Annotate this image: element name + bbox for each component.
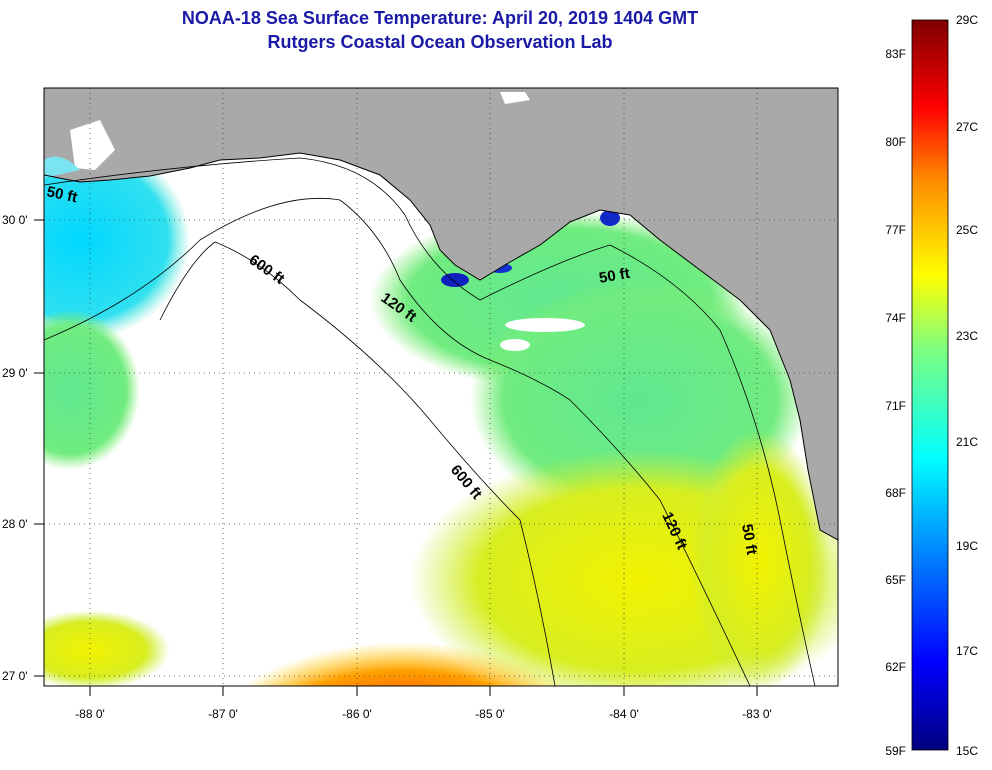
contour-600ft [159,241,556,686]
lon-tick-label: -87 0' [208,707,238,721]
land [44,88,838,540]
map-frame [43,87,839,687]
colorbar-f-label: 83F [885,47,906,61]
colorbar-c-label: 15C [956,744,978,758]
colorbar-f-label: 71F [885,399,906,413]
map-title: NOAA-18 Sea Surface Temperature: April 2… [181,8,699,28]
colorbar-f-label: 62F [885,660,906,674]
colorbar [911,19,949,751]
colorbar-c-label: 21C [956,435,978,449]
lat-tick-label: 29 0' [2,366,28,380]
colorbar-c-label: 17C [956,644,978,658]
map-subtitle: Rutgers Coastal Ocean Observation Lab [267,32,613,52]
colorbar-f-label: 59F [885,744,906,758]
contour-label: 50 ft [45,183,79,206]
coastline [44,152,838,541]
colorbar-f-label: 74F [885,311,906,325]
lon-tick-label: -86 0' [342,707,372,721]
lat-tick-label: 28 0' [2,517,28,531]
map-area [44,88,838,686]
lat-tick-label: 30 0' [2,213,28,227]
colorbar-f-label: 68F [885,486,906,500]
colorbar-c-label: 25C [956,223,978,237]
contour-label: 50 ft [738,523,760,556]
colorbar-c-label: 23C [956,329,978,343]
colorbar-c-label: 27C [956,120,978,134]
lon-tick-label: -84 0' [609,707,639,721]
contour-label: 50 ft [598,265,631,287]
lon-tick-label: -88 0' [75,707,105,721]
lon-tick-label: -85 0' [475,707,505,721]
lon-tick-label: -83 0' [742,707,772,721]
colorbar-c-label: 19C [956,539,978,553]
contour-120ft [44,197,751,686]
colorbar-f-label: 65F [885,573,906,587]
colorbar-f-label: 77F [885,223,906,237]
contour-50ft [44,157,816,686]
colorbar-c-label: 29C [956,13,978,27]
cold-shelf-water [44,140,190,340]
loop-current-hot-water [250,585,590,686]
lat-tick-label: 27 0' [2,669,28,683]
colorbar-f-label: 80F [885,135,906,149]
